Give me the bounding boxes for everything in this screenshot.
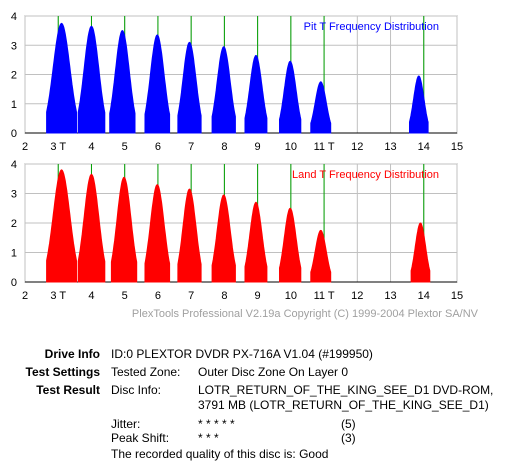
disc-info-line2: 3791 MB (LOTR_RETURN_OF_THE_KING_SEE_D1) bbox=[198, 398, 489, 412]
chart-title: Land T Frequency Distribution bbox=[292, 169, 439, 181]
jitter-score: (5) bbox=[341, 417, 356, 431]
x-tick-label: 10 bbox=[285, 141, 297, 153]
distribution-peak bbox=[109, 30, 136, 134]
x-tick-label: 11 T bbox=[314, 290, 335, 302]
y-tick-label: 2 bbox=[11, 70, 17, 82]
y-tick-label: 0 bbox=[11, 277, 17, 289]
x-tick-label: 4 bbox=[88, 290, 94, 302]
y-tick-label: 2 bbox=[11, 218, 17, 230]
jitter-label: Jitter: bbox=[111, 417, 141, 431]
x-tick-label: 6 bbox=[155, 141, 161, 153]
x-tick-label: 7 bbox=[188, 141, 194, 153]
peak-shift-stars: * * * bbox=[198, 431, 219, 445]
x-tick-label: 11 T bbox=[314, 141, 335, 153]
quality-text: The recorded quality of this disc is: Go… bbox=[111, 447, 329, 461]
y-tick-label: 4 bbox=[11, 159, 17, 171]
x-tick-label: 2 bbox=[22, 141, 28, 153]
distribution-peak bbox=[144, 184, 171, 283]
x-tick-label: 14 bbox=[418, 290, 430, 302]
x-tick-label: 14 bbox=[418, 141, 430, 153]
y-tick-label: 1 bbox=[11, 99, 17, 111]
peak-shift-label: Peak Shift: bbox=[111, 431, 170, 445]
test-result-label: Test Result bbox=[36, 383, 100, 397]
x-tick-label: 9 bbox=[255, 290, 261, 302]
x-tick-label: 15 bbox=[451, 290, 463, 302]
distribution-peak bbox=[46, 169, 77, 283]
x-tick-label: 2 bbox=[22, 290, 28, 302]
test-settings-label: Test Settings bbox=[25, 365, 100, 379]
distribution-peak bbox=[310, 229, 332, 283]
tested-zone-label: Tested Zone: bbox=[111, 365, 181, 379]
x-tick-label: 8 bbox=[221, 141, 227, 153]
x-tick-label: 5 bbox=[122, 141, 128, 153]
y-tick-label: 4 bbox=[11, 11, 17, 23]
distribution-peak bbox=[310, 81, 332, 134]
x-tick-label: 5 bbox=[122, 290, 128, 302]
y-tick-label: 3 bbox=[11, 40, 17, 52]
drive-info-value: ID:0 PLEXTOR DVDR PX-716A V1.04 (#199950… bbox=[111, 347, 373, 361]
y-tick-label: 3 bbox=[11, 189, 17, 201]
distribution-peak bbox=[211, 194, 236, 283]
x-tick-label: 3 T bbox=[50, 141, 66, 153]
x-tick-label: 4 bbox=[88, 141, 94, 153]
distribution-peak bbox=[244, 201, 268, 283]
x-tick-label: 3 T bbox=[50, 290, 66, 302]
distribution-peak bbox=[46, 22, 77, 134]
jitter-stars: * * * * * bbox=[198, 417, 235, 431]
disc-info-label: Disc Info: bbox=[111, 383, 162, 397]
x-tick-label: 15 bbox=[451, 141, 463, 153]
distribution-peak bbox=[410, 222, 431, 283]
distribution-peak bbox=[408, 75, 429, 134]
drive-info-label: Drive Info bbox=[44, 347, 100, 361]
copyright-text: PlexTools Professional V2.19a Copyright … bbox=[132, 308, 479, 320]
distribution-peak bbox=[177, 188, 202, 283]
distribution-peak bbox=[177, 41, 202, 134]
x-tick-label: 12 bbox=[351, 290, 363, 302]
x-tick-label: 8 bbox=[221, 290, 227, 302]
x-tick-label: 12 bbox=[351, 141, 363, 153]
distribution-peak bbox=[77, 25, 106, 134]
distribution-peak bbox=[278, 60, 302, 134]
distribution-peak bbox=[278, 207, 302, 283]
distribution-peak bbox=[211, 46, 236, 134]
x-tick-label: 9 bbox=[255, 141, 261, 153]
peak-shift-score: (3) bbox=[341, 431, 356, 445]
distribution-peak bbox=[144, 34, 171, 134]
distribution-peak bbox=[244, 54, 268, 134]
x-tick-label: 6 bbox=[155, 290, 161, 302]
distribution-peak bbox=[110, 176, 138, 283]
x-tick-label: 13 bbox=[384, 141, 396, 153]
disc-info-line1: LOTR_RETURN_OF_THE_KING_SEE_D1 DVD-ROM, bbox=[198, 383, 494, 397]
y-tick-label: 0 bbox=[11, 128, 17, 140]
tested-zone-value: Outer Disc Zone On Layer 0 bbox=[198, 365, 349, 379]
y-tick-label: 1 bbox=[11, 248, 17, 260]
x-tick-label: 10 bbox=[285, 290, 297, 302]
x-tick-label: 7 bbox=[188, 290, 194, 302]
chart-title: Pit T Frequency Distribution bbox=[304, 21, 439, 33]
distribution-peak bbox=[77, 173, 106, 283]
x-tick-label: 13 bbox=[384, 290, 396, 302]
